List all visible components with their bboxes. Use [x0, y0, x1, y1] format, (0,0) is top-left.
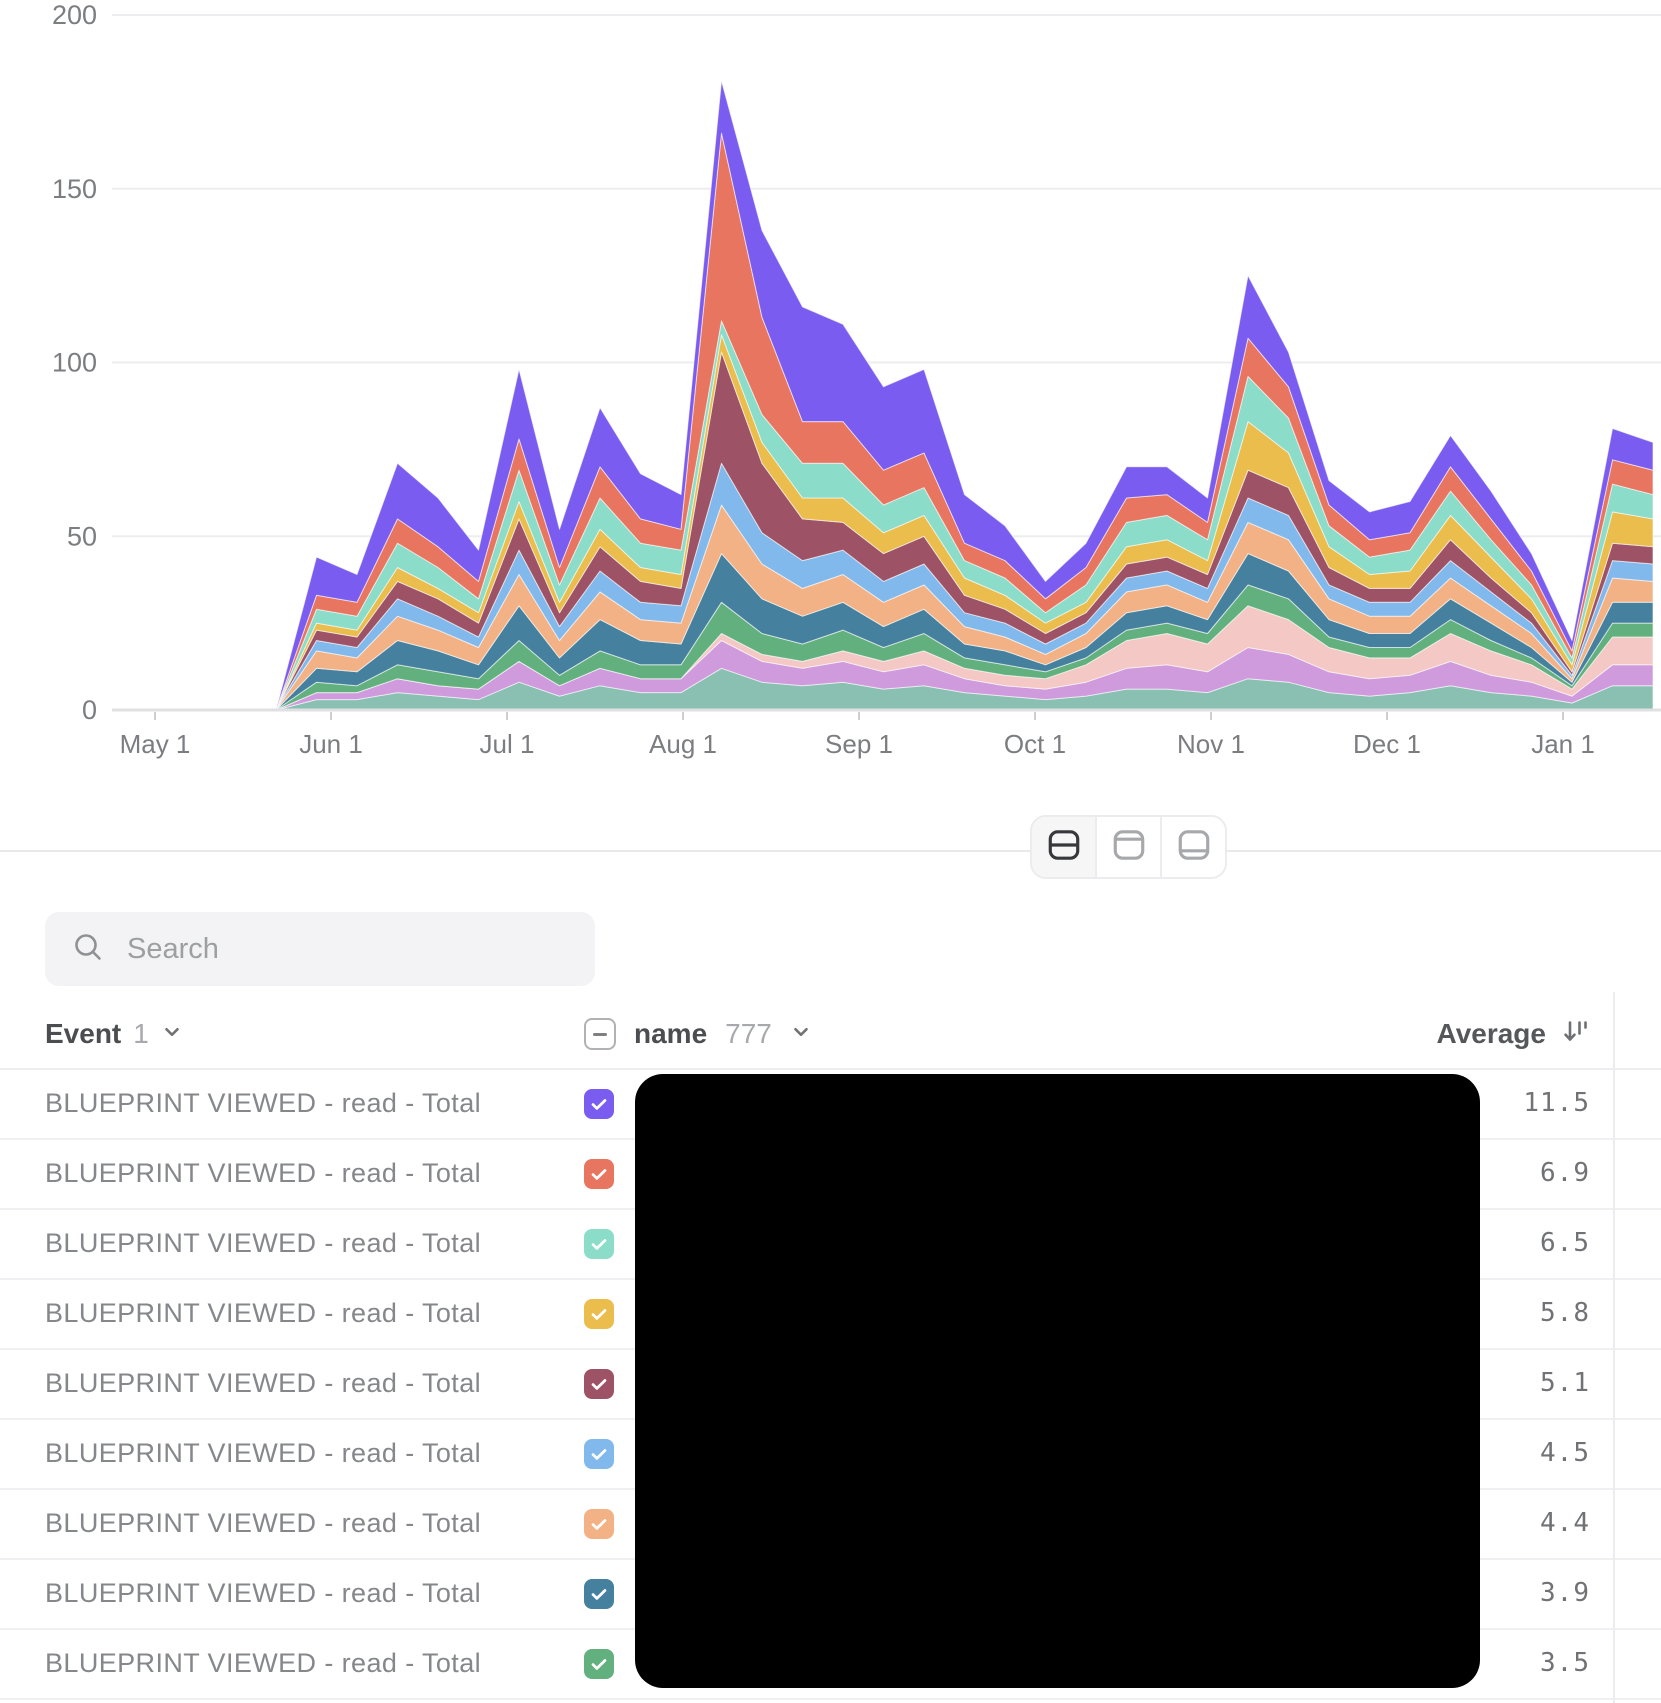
checkmark-icon	[591, 1309, 607, 1320]
average-value: 3.5	[1540, 1648, 1590, 1678]
series-checkbox-purple[interactable]	[584, 1089, 614, 1119]
x-axis-label: May 1	[120, 729, 191, 759]
x-axis-label: Oct 1	[1004, 729, 1066, 759]
average-value: 6.9	[1540, 1158, 1590, 1188]
event-series-label: BLUEPRINT VIEWED - read - Total	[45, 1368, 482, 1398]
chevron-down-icon	[790, 1021, 812, 1048]
event-series-label: BLUEPRINT VIEWED - read - Total	[45, 1228, 482, 1258]
series-checkbox-gold[interactable]	[584, 1299, 614, 1329]
checkmark-icon	[591, 1239, 607, 1250]
average-column-header[interactable]: Average	[1437, 1000, 1590, 1068]
y-axis-label: 0	[82, 695, 97, 725]
series-checkbox-peach[interactable]	[584, 1509, 614, 1539]
event-series-label: BLUEPRINT VIEWED - read - Total	[45, 1438, 482, 1468]
x-axis-label: Sep 1	[825, 729, 893, 759]
x-axis-label: Jun 1	[299, 729, 363, 759]
event-series-label: BLUEPRINT VIEWED - read - Total	[45, 1158, 482, 1188]
checkmark-icon	[591, 1449, 607, 1460]
panel-split-icon	[1045, 826, 1083, 869]
table-header: Event 1 name 777 Average	[0, 1000, 1661, 1070]
stacked-area-chart: 0 50 100 150 200 May 1 Jun 1 Jul 1 Aug 1 Sep 1 Oct…	[52, 0, 1661, 759]
event-column-header[interactable]: Event 1	[45, 1000, 183, 1068]
y-axis-label: 150	[52, 174, 97, 204]
x-axis-label: Jan 1	[1531, 729, 1595, 759]
event-series-label: BLUEPRINT VIEWED - read - Total	[45, 1648, 482, 1678]
event-series-label: BLUEPRINT VIEWED - read - Total	[45, 1578, 482, 1608]
y-axis-label: 200	[52, 0, 97, 30]
average-value: 5.8	[1540, 1298, 1590, 1328]
series-checkbox-light-blue[interactable]	[584, 1439, 614, 1469]
name-column-header: name 777	[584, 1000, 812, 1068]
search-input[interactable]	[125, 931, 549, 967]
panel-top-icon	[1110, 826, 1148, 869]
average-value: 5.1	[1540, 1368, 1590, 1398]
checkmark-icon	[591, 1519, 607, 1530]
average-value: 4.5	[1540, 1438, 1590, 1468]
average-header-label: Average	[1436, 1018, 1546, 1049]
event-series-label: BLUEPRINT VIEWED - read - Total	[45, 1508, 482, 1538]
event-series-label: BLUEPRINT VIEWED - read - Total	[45, 1088, 482, 1118]
panel-bottom-icon	[1175, 826, 1213, 869]
x-axis-label: Nov 1	[1177, 729, 1245, 759]
series-checkbox-green[interactable]	[584, 1649, 614, 1679]
checkmark-icon	[591, 1659, 607, 1670]
series-checkbox-mint[interactable]	[584, 1229, 614, 1259]
event-header-count: 1	[133, 1018, 149, 1049]
checkmark-icon	[591, 1099, 607, 1110]
layout-toggle	[1030, 815, 1227, 879]
series-checkbox-salmon[interactable]	[584, 1159, 614, 1189]
select-all-checkbox[interactable]	[584, 1018, 616, 1050]
checkmark-icon	[591, 1169, 607, 1180]
chevron-down-icon	[161, 1021, 183, 1048]
y-axis-label: 100	[52, 348, 97, 378]
checkmark-icon	[591, 1379, 607, 1390]
scroll-gutter-divider	[1613, 992, 1615, 1703]
indeterminate-dash-icon	[593, 1032, 607, 1036]
event-header-label: Event	[45, 1018, 122, 1049]
event-series-label: BLUEPRINT VIEWED - read - Total	[45, 1298, 482, 1328]
average-value: 4.4	[1540, 1508, 1590, 1538]
split-view-button[interactable]	[1032, 817, 1097, 877]
sort-descending-icon	[1560, 1017, 1590, 1052]
name-header-label: name	[634, 1018, 708, 1049]
x-axis-label: Jul 1	[480, 729, 535, 759]
search-bar[interactable]	[45, 912, 595, 986]
series-checkbox-maroon[interactable]	[584, 1369, 614, 1399]
table-row: BLUEPRINT VIEWED - read - Total 3.5	[0, 1630, 1661, 1700]
redaction-box	[635, 1074, 1480, 1688]
series-checkbox-dark-teal[interactable]	[584, 1579, 614, 1609]
search-icon	[71, 930, 105, 969]
section-divider	[0, 850, 1661, 852]
checkmark-icon	[591, 1589, 607, 1600]
average-value: 6.5	[1540, 1228, 1590, 1258]
name-header-count: 777	[725, 1018, 772, 1049]
average-value: 11.5	[1523, 1088, 1590, 1118]
area-series-purple	[275, 80, 1654, 711]
x-axis-label: Dec 1	[1353, 729, 1421, 759]
average-value: 3.9	[1540, 1578, 1590, 1608]
top-panel-view-button[interactable]	[1097, 817, 1162, 877]
y-axis-label: 50	[67, 521, 97, 551]
x-axis-label: Aug 1	[649, 729, 717, 759]
bottom-panel-view-button[interactable]	[1162, 817, 1225, 877]
